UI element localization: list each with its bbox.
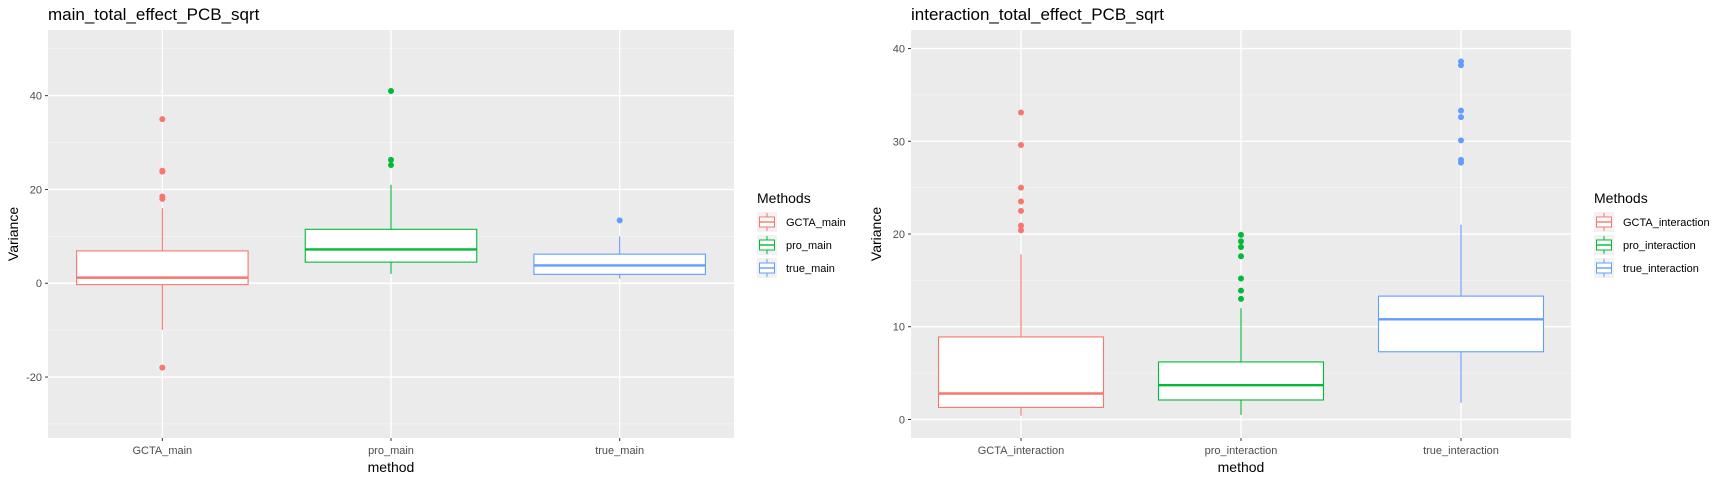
x-tick-label: pro_interaction	[1205, 445, 1278, 457]
outlier-point	[1238, 243, 1244, 250]
outlier-point	[1018, 227, 1024, 234]
outlier-point	[1458, 156, 1464, 163]
legend-label: true_main	[786, 263, 835, 275]
outlier-point	[1458, 107, 1464, 114]
box-iqr	[1157, 361, 1325, 401]
box-true_main	[533, 217, 706, 279]
legend-label: GCTA_interaction	[1623, 217, 1710, 229]
x-tick-label: GCTA_main	[132, 445, 192, 457]
x-axis-title: method	[1218, 459, 1265, 475]
outlier-point	[1238, 238, 1244, 245]
x-axis-title: method	[368, 459, 415, 475]
legend-title: Methods	[1594, 190, 1648, 206]
y-tick-label: -20	[26, 372, 42, 384]
outlier-point	[1238, 253, 1244, 260]
outlier-point	[1018, 184, 1024, 191]
outlier-point	[159, 116, 166, 123]
x-tick-label: true_main	[595, 445, 644, 457]
legend-label: pro_interaction	[1623, 240, 1696, 252]
box-iqr	[1377, 295, 1545, 353]
y-tick-label: 10	[893, 322, 905, 334]
outlier-point	[159, 364, 166, 371]
y-tick-label: 0	[36, 278, 42, 290]
y-tick-label: 30	[893, 136, 905, 148]
outlier-point	[1238, 287, 1244, 294]
outlier-point	[1458, 58, 1464, 65]
legend-label: pro_main	[786, 240, 832, 252]
x-tick-label: pro_main	[368, 445, 414, 457]
legend: Methods GCTA_main pro_main true_main	[757, 190, 846, 278]
outlier-point	[616, 217, 623, 224]
box-pro_main	[304, 87, 478, 274]
x-tick-label: true_interaction	[1423, 445, 1499, 457]
y-axis-title: Variance	[868, 207, 884, 261]
y-tick-label: 20	[893, 229, 905, 241]
outlier-point	[1018, 222, 1024, 229]
y-tick-label: 0	[899, 414, 905, 426]
y-tick-label: 40	[30, 91, 42, 103]
outlier-point	[1458, 137, 1464, 144]
box-true_interaction	[1377, 58, 1545, 403]
outlier-point	[1238, 295, 1244, 302]
outlier-point	[1238, 275, 1244, 282]
outlier-point	[1018, 198, 1024, 205]
box-iqr	[304, 228, 478, 263]
outlier-point	[159, 193, 166, 200]
x-tick-label: GCTA_interaction	[978, 445, 1065, 457]
outlier-point	[1018, 109, 1024, 116]
legend-label: GCTA_main	[786, 217, 846, 229]
legend-label: true_interaction	[1623, 263, 1699, 275]
box-GCTA_interaction	[937, 109, 1105, 416]
outlier-point	[1018, 207, 1024, 214]
outlier-point	[388, 87, 394, 94]
outlier-point	[1238, 231, 1244, 238]
outlier-point	[1018, 141, 1024, 148]
legend-title: Methods	[757, 190, 811, 206]
outlier-point	[388, 156, 394, 163]
outlier-point	[159, 167, 166, 174]
y-tick-label: 20	[30, 184, 42, 196]
box-GCTA_main	[76, 116, 249, 371]
box-pro_interaction	[1157, 231, 1325, 415]
y-tick-label: 40	[893, 44, 905, 56]
chart-title: interaction_total_effect_PCB_sqrt	[911, 5, 1164, 24]
legend: Methods GCTA_interaction pro_interactiontr…	[1594, 190, 1710, 278]
panel-1: -20 0 20 40 GCTA_main pro_main true_main main_t…	[5, 5, 846, 475]
box-iqr	[76, 250, 249, 286]
outlier-point	[388, 162, 394, 169]
outlier-point	[1458, 114, 1464, 121]
panel-2: 0 10 20 30 40 GCTA_interaction pro_interaction…	[868, 5, 1710, 475]
y-axis-title: Variance	[5, 207, 21, 261]
box-iqr	[937, 336, 1105, 408]
chart-title: main_total_effect_PCB_sqrt	[48, 5, 260, 24]
